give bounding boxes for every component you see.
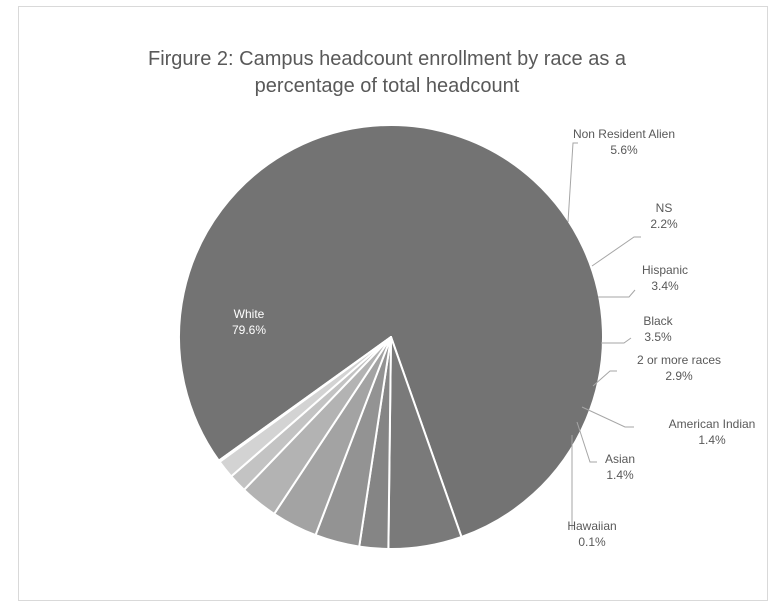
data-label: Non Resident Alien 5.6% [573, 127, 675, 157]
data-label: White 79.6% [232, 307, 266, 337]
leader-line [576, 421, 597, 463]
pie-slice-hawaiian [217, 336, 392, 463]
pie-slice-white [178, 124, 604, 538]
data-label-category: Asian [605, 452, 635, 466]
data-label-category: Non Resident Alien [573, 127, 675, 141]
chart-title: Firgure 2: Campus headcount enrollment b… [0, 46, 774, 100]
data-label-value: 0.1% [578, 535, 606, 549]
data-label-value: 1.4% [606, 468, 634, 482]
data-label: Hawaiian 0.1% [567, 519, 616, 549]
leader-line [601, 337, 632, 344]
data-label-category: American Indian [669, 417, 756, 431]
data-label: Asian 1.4% [605, 452, 635, 482]
data-label-value: 5.6% [610, 143, 638, 157]
data-label-category: Hispanic [642, 263, 688, 277]
data-label-category: 2 or more races [637, 353, 721, 367]
data-label-value: 3.4% [651, 279, 679, 293]
data-label-category: Black [643, 314, 673, 328]
data-label-category: White [234, 307, 265, 321]
data-label: Black 3.5% [643, 314, 673, 344]
data-label-value: 1.4% [698, 433, 726, 447]
data-label-value: 3.5% [644, 330, 672, 344]
chart-title-line2: percentage of total headcount [254, 75, 520, 97]
leader-line [581, 406, 634, 428]
chart-title-line1: Firgure 2: Campus headcount enrollment b… [147, 48, 627, 70]
data-label: 2 or more races 2.9% [637, 353, 721, 383]
leader-line [591, 236, 641, 267]
data-label-category: Hawaiian [567, 519, 616, 533]
leader-line [598, 289, 636, 298]
data-label-category: NS [656, 201, 673, 215]
data-label-value: 2.9% [665, 369, 693, 383]
data-label-value: 79.6% [232, 323, 266, 337]
leader-line [592, 370, 617, 387]
data-label: American Indian 1.4% [669, 417, 756, 447]
data-label: NS 2.2% [650, 201, 678, 231]
data-label: Hispanic 3.4% [642, 263, 688, 293]
leader-line [567, 142, 578, 223]
data-label-value: 2.2% [650, 217, 678, 231]
